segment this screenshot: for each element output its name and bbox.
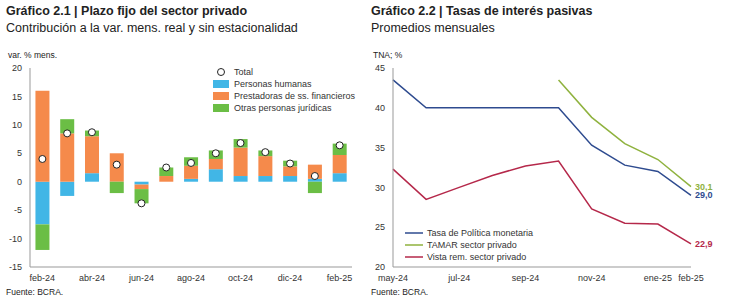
html-text:Fuente: BCRA.: Fuente: BCRA.: [371, 287, 429, 297]
svg-text:ene-25: ene-25: [644, 273, 672, 283]
svg-text:20: 20: [12, 63, 22, 73]
html-text:Vista rem. sector privado: Vista rem. sector privado: [427, 252, 527, 262]
svg-text:15: 15: [12, 92, 22, 102]
svg-text:ago-24: ago-24: [177, 273, 205, 283]
svg-text:abr-24: abr-24: [79, 273, 105, 283]
html-text:Total: Total: [233, 67, 253, 77]
svg-text:-10: -10: [9, 234, 22, 244]
html-text:Prestadoras de ss. financieros: Prestadoras de ss. financieros: [233, 91, 355, 101]
svg-text:feb-25: feb-25: [678, 273, 704, 283]
svg-text:may-24: may-24: [378, 273, 408, 283]
html-text:TAMAR sector privado: TAMAR sector privado: [427, 240, 517, 250]
svg-text:30: 30: [375, 183, 385, 193]
svg-text:jun-24: jun-24: [128, 273, 154, 283]
svg-text:25: 25: [375, 222, 385, 232]
svg-text:45: 45: [375, 63, 385, 73]
svg-text:feb-25: feb-25: [327, 273, 353, 283]
svg-text:feb-24: feb-24: [30, 273, 56, 283]
html-text:TNA; %: TNA; %: [373, 50, 403, 60]
html-text:Tasa de Política monetaria: Tasa de Política monetaria: [427, 228, 534, 238]
html-text:Fuente: BCRA.: Fuente: BCRA.: [6, 287, 64, 297]
html-text:Otras personas jurídicas: Otras personas jurídicas: [233, 103, 332, 113]
svg-text:40: 40: [375, 103, 385, 113]
svg-text:10: 10: [12, 120, 22, 130]
svg-text:22,9: 22,9: [695, 239, 713, 249]
html-text:Personas humanas: Personas humanas: [233, 79, 312, 89]
svg-text:20: 20: [375, 262, 385, 272]
svg-text:sep-24: sep-24: [512, 273, 540, 283]
svg-text:-15: -15: [9, 262, 22, 272]
svg-text:5: 5: [17, 148, 22, 158]
html-text:Contribución a la var. mens. r: Contribución a la var. mens. real y sin …: [6, 21, 298, 35]
svg-text:dic-24: dic-24: [278, 273, 303, 283]
svg-text:jul-24: jul-24: [447, 273, 470, 283]
svg-text:30,1: 30,1: [695, 182, 713, 192]
html-text:Promedios mensuales: Promedios mensuales: [371, 21, 495, 35]
svg-text:oct-24: oct-24: [228, 273, 253, 283]
svg-text:0: 0: [17, 177, 22, 187]
html-text:var. % mens.: var. % mens.: [8, 50, 58, 60]
html-text:Gráfico 2.1 | Plazo fijo del s: Gráfico 2.1 | Plazo fijo del sector priv…: [6, 4, 248, 18]
svg-text:nov-24: nov-24: [578, 273, 606, 283]
svg-text:-5: -5: [14, 205, 22, 215]
svg-text:35: 35: [375, 143, 385, 153]
html-text:Gráfico 2.2 | Tasas de interés: Gráfico 2.2 | Tasas de interés pasivas: [371, 4, 593, 18]
svg-text:29,0: 29,0: [695, 190, 713, 200]
